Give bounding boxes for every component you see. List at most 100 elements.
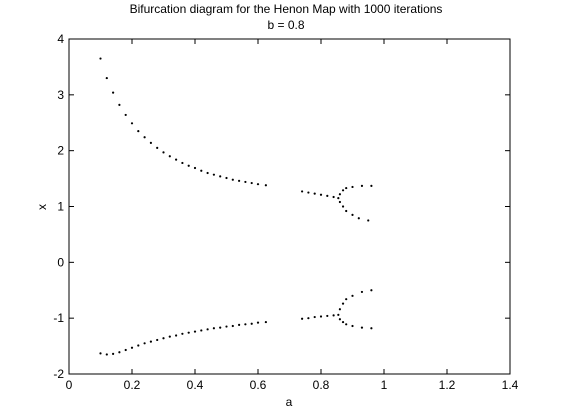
data-point: [357, 217, 360, 220]
data-point: [307, 191, 310, 194]
y-tick-label: 4: [57, 32, 64, 46]
data-point: [345, 298, 348, 301]
x-tick-label: 0.4: [187, 378, 204, 392]
data-point: [264, 320, 267, 324]
data-point: [326, 194, 329, 197]
data-point: [112, 91, 115, 94]
data-point: [238, 323, 241, 326]
data-point: [149, 141, 152, 144]
x-tick-label: 1: [381, 378, 388, 392]
data-point: [256, 321, 260, 324]
data-point: [118, 351, 121, 354]
y-tick-label: 3: [57, 88, 64, 102]
data-point: [187, 331, 190, 334]
data-point: [193, 330, 197, 333]
data-point: [175, 158, 178, 161]
data-point: [143, 342, 146, 345]
x-tick-label: 0.2: [124, 378, 141, 392]
data-point: [187, 164, 190, 167]
data-point: [244, 180, 247, 184]
data-point: [341, 302, 345, 305]
data-point: [351, 324, 354, 328]
data-point: [137, 344, 140, 347]
y-axis-tick-labels: -2 -1 0 1 2 3 4: [53, 32, 64, 381]
data-point: [219, 175, 222, 178]
data-point: [341, 205, 345, 208]
data-point: [250, 181, 253, 185]
y-axis-ticks: [69, 38, 510, 375]
data-point: [332, 314, 335, 317]
data-point: [156, 146, 159, 149]
data-point: [137, 130, 140, 133]
data-point: [124, 113, 127, 117]
data-point: [307, 317, 310, 320]
data-point: [105, 353, 108, 356]
x-tick-label: 1.4: [502, 378, 519, 392]
data-point: [370, 327, 373, 330]
data-point: [332, 195, 335, 199]
chart-title: Bifurcation diagram for the Henon Map wi…: [130, 2, 443, 16]
data-point: [370, 184, 373, 187]
data-point: [319, 315, 323, 318]
data-point: [181, 161, 184, 165]
chart-subtitle: b = 0.8: [267, 18, 304, 32]
data-point: [345, 209, 348, 213]
data-point: [212, 327, 215, 330]
data-point: [231, 178, 234, 181]
data-point: [341, 320, 345, 324]
data-point: [130, 122, 134, 125]
data-point: [351, 294, 354, 297]
data-point: [99, 352, 102, 355]
data-point: [338, 200, 341, 204]
data-point: [105, 76, 108, 80]
data-point: [351, 185, 354, 189]
data-point: [360, 290, 364, 294]
data-point: [168, 155, 171, 158]
plot-area: [68, 38, 511, 375]
data-point: [149, 340, 152, 343]
data-point: [112, 352, 115, 355]
data-point: [341, 189, 345, 192]
data-point: [206, 328, 209, 331]
data-point: [168, 335, 171, 338]
data-point: [301, 190, 304, 193]
y-tick-label: -1: [53, 311, 64, 325]
data-point: [313, 192, 316, 195]
data-point: [351, 213, 354, 216]
data-point: [370, 289, 373, 292]
y-axis-label: x: [35, 204, 49, 210]
x-tick-label: 1.2: [439, 378, 456, 392]
data-point: [264, 184, 267, 187]
data-point: [118, 103, 121, 106]
data-point: [225, 325, 228, 328]
data-point: [326, 314, 329, 318]
y-tick-label: 1: [57, 200, 64, 214]
data-point: [337, 197, 340, 200]
data-point: [238, 179, 241, 182]
y-tick-label: 0: [57, 255, 64, 269]
data-point: [200, 169, 203, 172]
data-point: [200, 329, 203, 332]
data-point: [181, 332, 184, 335]
data-point: [244, 323, 247, 326]
data-point: [124, 348, 127, 352]
y-tick-label: -2: [53, 367, 64, 381]
data-point: [360, 326, 364, 329]
data-point: [338, 308, 341, 311]
data-point: [345, 323, 348, 326]
data-point: [319, 193, 323, 196]
data-point: [219, 326, 222, 329]
data-point: [225, 176, 228, 180]
x-axis-ticks: [68, 39, 511, 374]
data-point: [301, 317, 304, 320]
data-point: [313, 315, 316, 319]
data-point: [162, 151, 165, 154]
x-tick-label: 0.6: [250, 378, 267, 392]
x-axis-tick-labels: 0 0.2 0.4 0.6 0.8 1 1.2 1.4: [66, 378, 519, 392]
data-point: [345, 186, 348, 190]
data-point: [367, 219, 370, 222]
data-point: [231, 324, 234, 328]
data-point: [99, 57, 102, 60]
data-point: [130, 346, 134, 349]
